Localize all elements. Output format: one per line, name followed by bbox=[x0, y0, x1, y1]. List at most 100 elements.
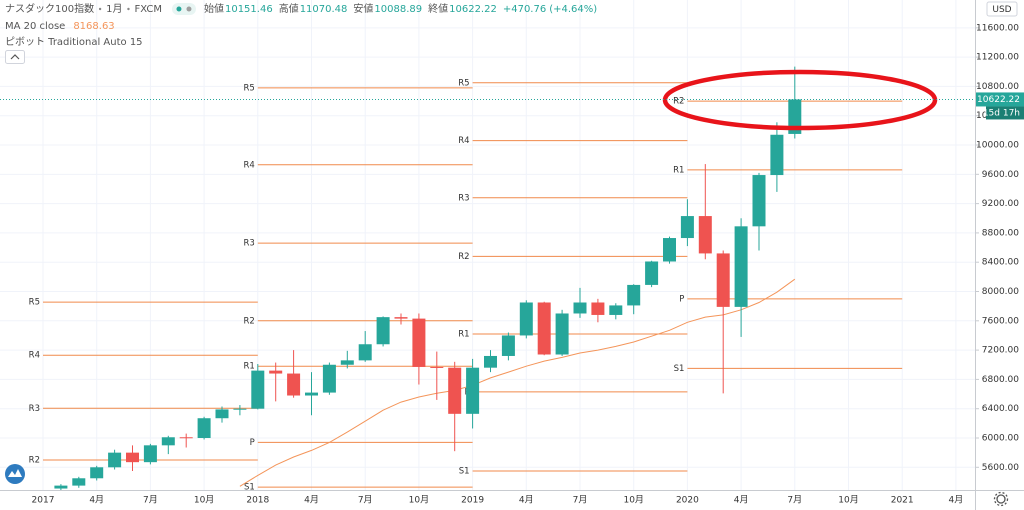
pivot-label: R1 bbox=[243, 362, 254, 372]
source: FXCM bbox=[134, 4, 162, 15]
x-tick-label: 7月 bbox=[573, 495, 588, 506]
candle-body bbox=[269, 370, 283, 374]
y-tick-label: 9600.00 bbox=[982, 170, 1019, 180]
pivot-label: R4 bbox=[458, 136, 469, 146]
x-tick-label: 7月 bbox=[143, 495, 158, 506]
candle-body bbox=[752, 175, 766, 227]
x-tick-label: 4月 bbox=[734, 495, 749, 506]
candle-body bbox=[287, 373, 301, 396]
status-dot bbox=[176, 6, 182, 12]
candle-body bbox=[484, 355, 497, 368]
candle-body bbox=[197, 418, 211, 438]
y-tick-label: 8400.00 bbox=[982, 258, 1019, 268]
logo[interactable] bbox=[5, 464, 25, 484]
candle-body bbox=[72, 478, 86, 486]
ohlc-value: 10622.22 bbox=[449, 4, 497, 15]
candle-body bbox=[698, 216, 712, 254]
pivot-layer: R5R4R3R2R5R4R3R2R1PS1R5R4R3R2R1PS1R2R1PS… bbox=[29, 78, 903, 493]
last-price-label: 10622.22 bbox=[977, 95, 1020, 105]
pivot-label: R5 bbox=[243, 83, 254, 93]
gear-ring[interactable] bbox=[996, 494, 1006, 504]
change-pct: (+4.64%) bbox=[549, 4, 597, 15]
x-tick-label: 4月 bbox=[89, 495, 104, 506]
x-tick-label: 10月 bbox=[838, 495, 858, 506]
candle-body bbox=[161, 437, 175, 446]
pivot-label: R3 bbox=[243, 239, 254, 249]
pivot-label: R2 bbox=[673, 97, 684, 107]
legend-header: ナスダック100指数 1月 FXCM 始値 10151.46 高値 11070.48 安値 10… bbox=[5, 2, 597, 48]
countdown-box bbox=[986, 106, 1024, 120]
ma-layer bbox=[239, 278, 796, 487]
pivot-label: R4 bbox=[243, 160, 254, 170]
candle-layer bbox=[54, 66, 802, 490]
y-tick-label: 10800.00 bbox=[976, 82, 1019, 92]
candle-body bbox=[645, 261, 659, 285]
pivot-label: R5 bbox=[458, 78, 469, 88]
candle-body bbox=[376, 317, 390, 345]
pivot-label: P bbox=[250, 438, 255, 448]
ma-line bbox=[239, 278, 796, 487]
x-tick-label: 2018 bbox=[246, 496, 269, 506]
candle-body bbox=[322, 364, 336, 393]
x-tick-label: 2020 bbox=[676, 496, 699, 506]
separator-dot bbox=[127, 7, 130, 11]
candle-body bbox=[412, 318, 426, 367]
ohlc-label: 高値 bbox=[279, 2, 299, 15]
pivot-label: R1 bbox=[673, 165, 684, 175]
x-tick-label: 7月 bbox=[358, 495, 373, 506]
y-tick-label: 6800.00 bbox=[982, 375, 1019, 385]
ma-label: MA 20 close bbox=[5, 21, 65, 32]
interval: 1月 bbox=[106, 3, 122, 15]
candle-body bbox=[251, 370, 265, 409]
collapse-button[interactable] bbox=[5, 50, 25, 64]
symbol-title: ナスダック100指数 bbox=[5, 2, 94, 15]
candle-body bbox=[734, 226, 748, 307]
pivot-label: R4 bbox=[29, 351, 40, 361]
logo-circle[interactable] bbox=[5, 464, 25, 484]
ohlc-value: 10151.46 bbox=[225, 4, 273, 15]
status-icon bbox=[171, 3, 196, 15]
x-tick-label: 2017 bbox=[32, 496, 55, 506]
pivot-label: P bbox=[679, 294, 684, 304]
y-tick-label: 5600.00 bbox=[982, 463, 1019, 473]
pivot-label: R1 bbox=[458, 329, 469, 339]
y-tick-label: 8000.00 bbox=[982, 287, 1019, 297]
candle-body bbox=[537, 302, 551, 355]
x-tick-label: 4月 bbox=[949, 495, 964, 506]
candle-body bbox=[143, 445, 157, 463]
candle-body bbox=[519, 302, 533, 336]
candle-body bbox=[466, 367, 480, 414]
x-tick-label: 4月 bbox=[519, 495, 534, 506]
candle-body bbox=[394, 317, 408, 319]
currency-box bbox=[986, 1, 1018, 17]
candle-body bbox=[233, 408, 247, 410]
ohlc-label: 終値 bbox=[428, 2, 448, 15]
x-tick-label: 10月 bbox=[623, 495, 643, 506]
candle-body bbox=[448, 367, 462, 414]
candle-body bbox=[215, 409, 229, 419]
candle-body bbox=[609, 305, 623, 315]
x-tick-label: 7月 bbox=[787, 495, 802, 506]
x-tick-label: 10月 bbox=[194, 495, 214, 506]
candle-body bbox=[501, 335, 515, 356]
ma-value: 8168.63 bbox=[73, 21, 114, 32]
pivot-label: R5 bbox=[29, 298, 40, 308]
button-frame[interactable] bbox=[5, 50, 25, 64]
candle-body bbox=[573, 302, 587, 314]
gear-teeth bbox=[993, 491, 1009, 507]
settings-icon[interactable] bbox=[993, 491, 1009, 507]
pivot-label: S1 bbox=[674, 364, 685, 374]
candle-body bbox=[179, 437, 193, 439]
pivot-indicator-label: ピボット Traditional Auto 15 bbox=[5, 36, 143, 48]
y-tick-label: 10000.00 bbox=[976, 141, 1019, 151]
logo-mark bbox=[8, 469, 22, 477]
x-tick-label: 2021 bbox=[891, 496, 914, 506]
y-tick-label: 9200.00 bbox=[982, 199, 1019, 209]
x-tick-label: 4月 bbox=[304, 495, 319, 506]
candle-body bbox=[305, 392, 318, 396]
y-tick-label: 8800.00 bbox=[982, 228, 1019, 238]
